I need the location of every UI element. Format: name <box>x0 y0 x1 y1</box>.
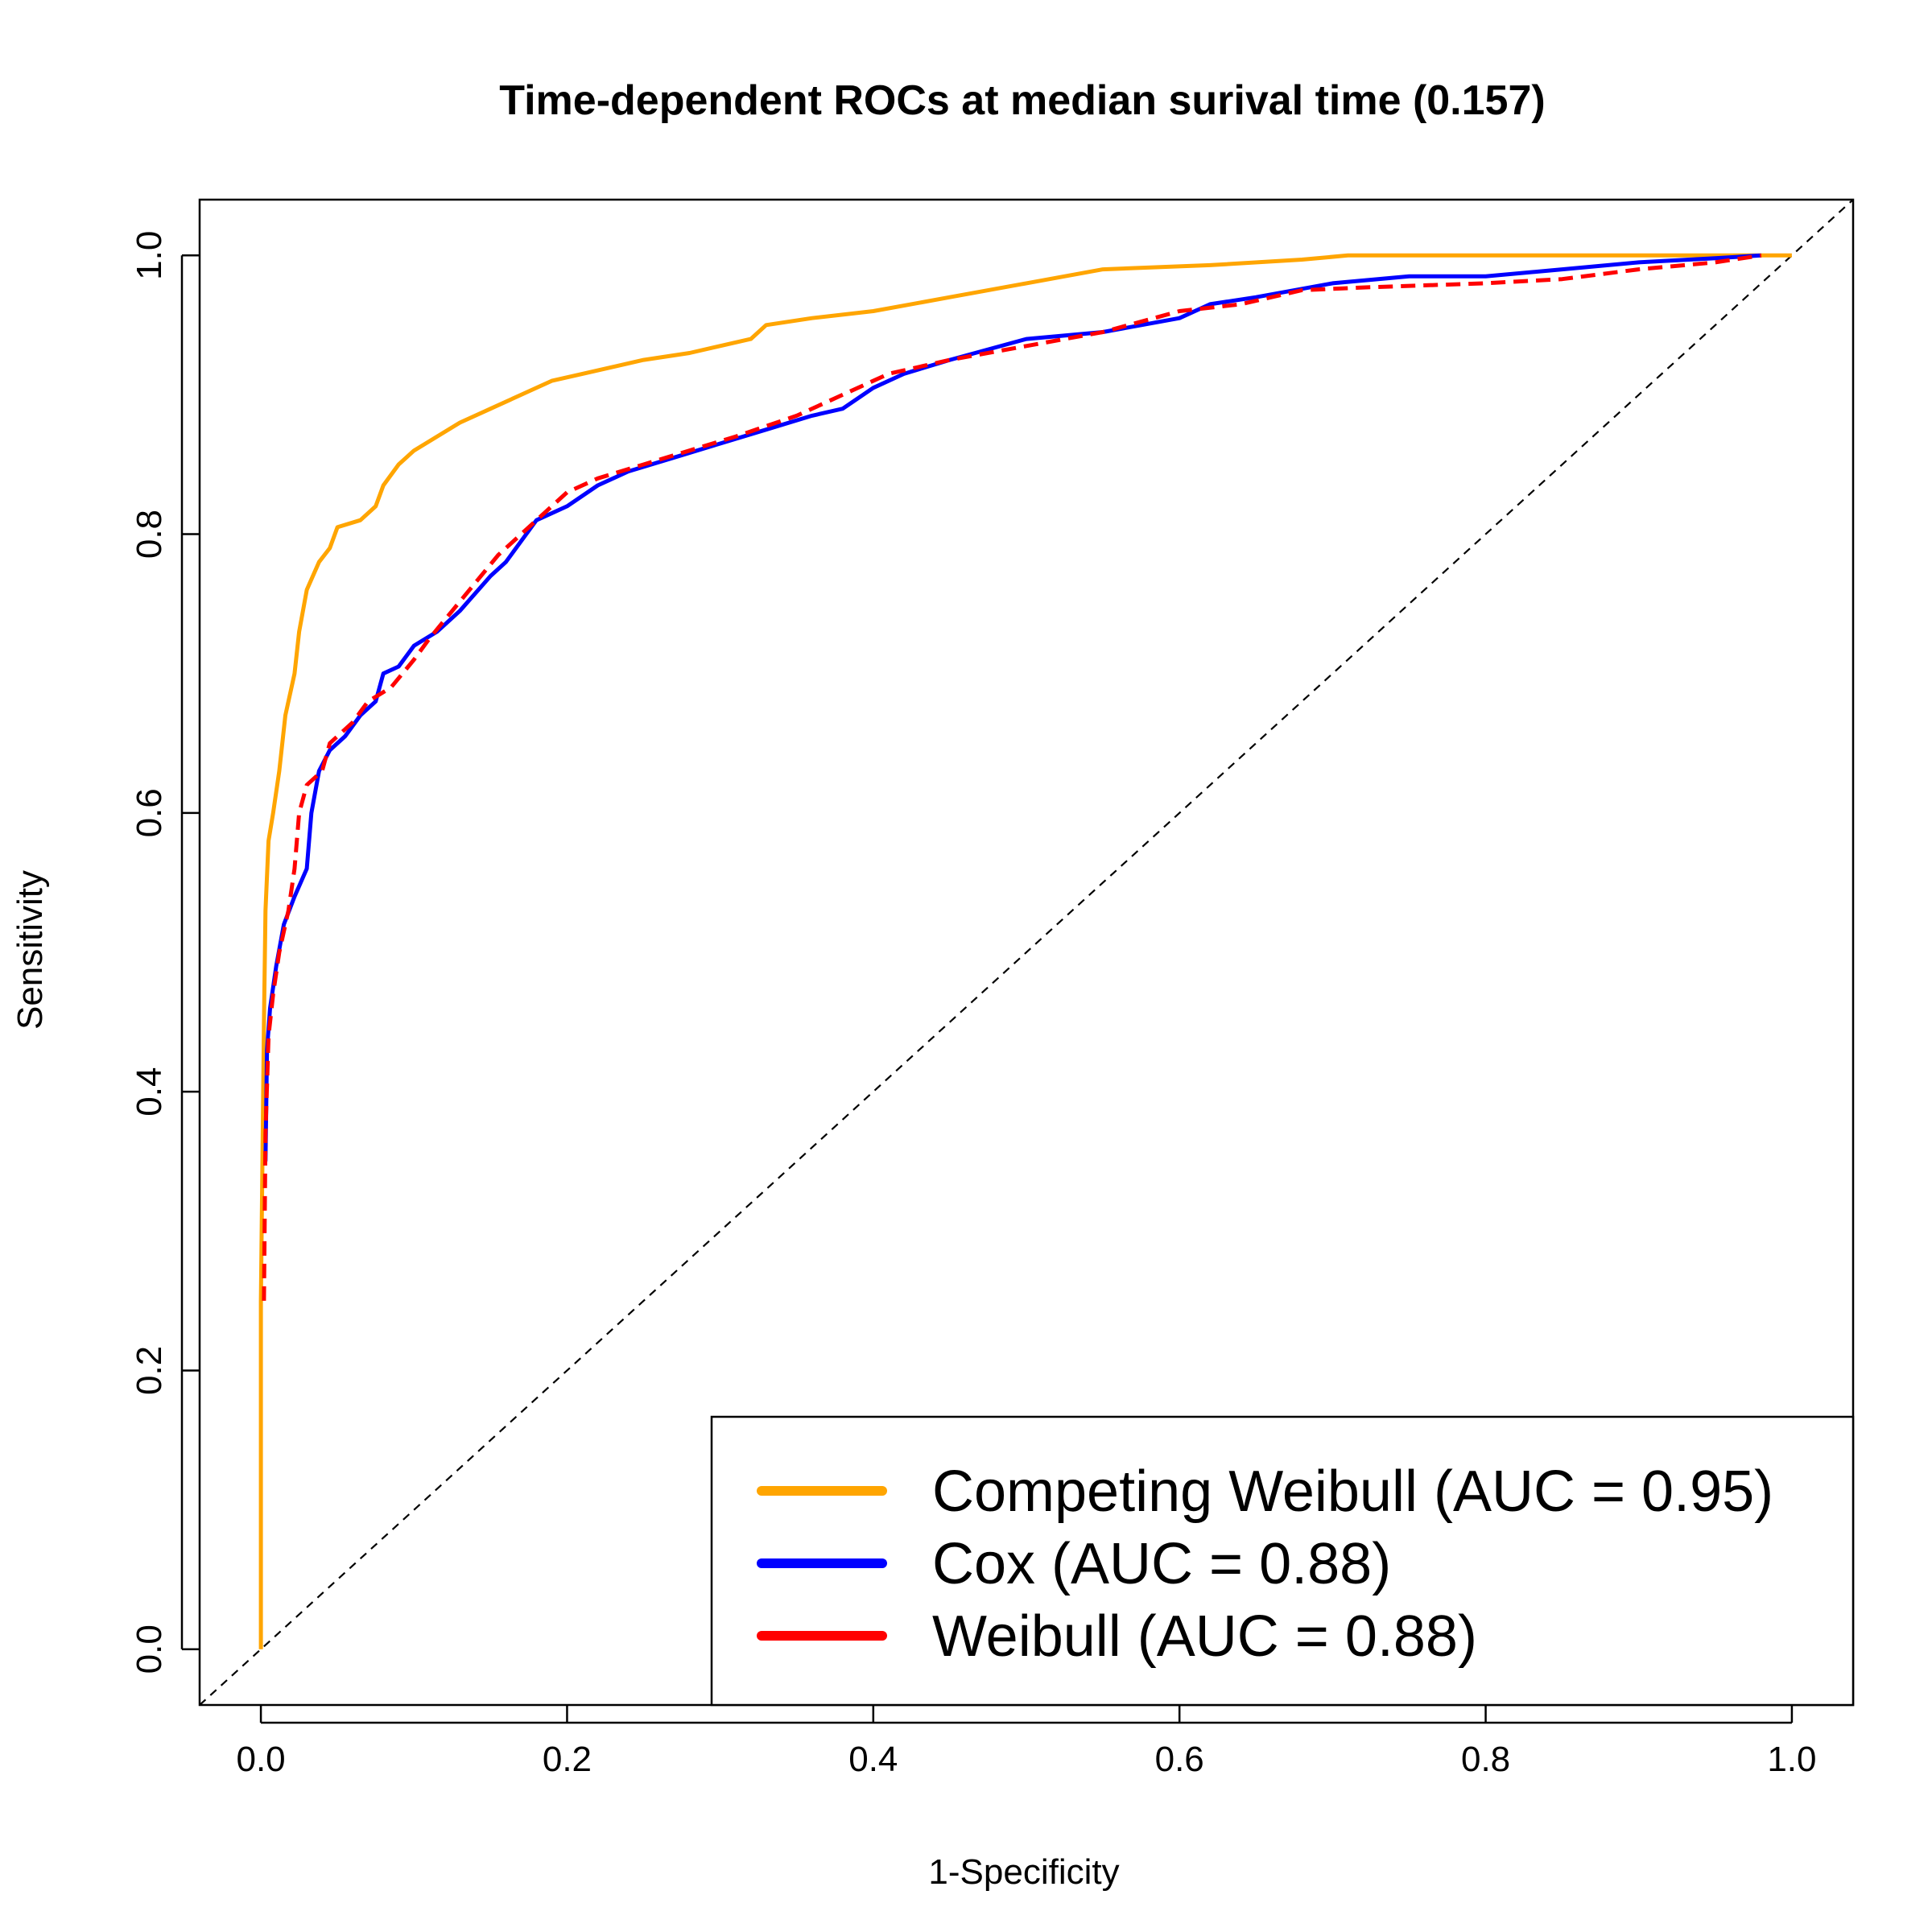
x-tick-label: 0.2 <box>543 1740 592 1779</box>
x-tick-label: 0.4 <box>848 1740 898 1779</box>
series-line-1 <box>263 253 1762 1162</box>
y-tick-label: 0.4 <box>130 1067 169 1117</box>
x-tick-label: 0.8 <box>1461 1740 1510 1779</box>
y-axis-label: Sensitivity <box>10 870 50 1030</box>
chart-title: Time-dependent ROCs at median surival ti… <box>499 77 1545 124</box>
y-axis: 0.0 0.2 0.4 0.6 0.8 1.0 <box>130 231 200 1674</box>
y-tick-label: 1.0 <box>130 231 169 280</box>
reference-diagonal-line <box>200 200 1853 1705</box>
y-tick-label: 0.8 <box>130 510 169 559</box>
x-tick-label: 0.0 <box>236 1740 285 1779</box>
series-group <box>200 200 1853 1705</box>
x-axis: 0.0 0.2 0.4 0.6 0.8 1.0 <box>236 1705 1817 1779</box>
x-tick-label: 0.6 <box>1155 1740 1204 1779</box>
legend: Competing Weibull (AUC = 0.95) Cox (AUC =… <box>710 1415 1855 1707</box>
y-tick-label: 0.2 <box>130 1346 169 1395</box>
x-axis-label: 1-Specificity <box>928 1852 1119 1892</box>
series-line-2 <box>262 253 1762 1301</box>
legend-label-0: Competing Weibull (AUC = 0.95) <box>932 1459 1773 1524</box>
y-tick-label: 0.6 <box>130 788 169 837</box>
x-tick-label: 1.0 <box>1767 1740 1816 1779</box>
series-line-0 <box>258 253 1792 1649</box>
legend-label-1: Cox (AUC = 0.88) <box>932 1532 1391 1596</box>
legend-box <box>710 1415 1855 1707</box>
y-tick-label: 0.0 <box>130 1624 169 1674</box>
legend-label-2: Weibull (AUC = 0.88) <box>932 1604 1477 1669</box>
